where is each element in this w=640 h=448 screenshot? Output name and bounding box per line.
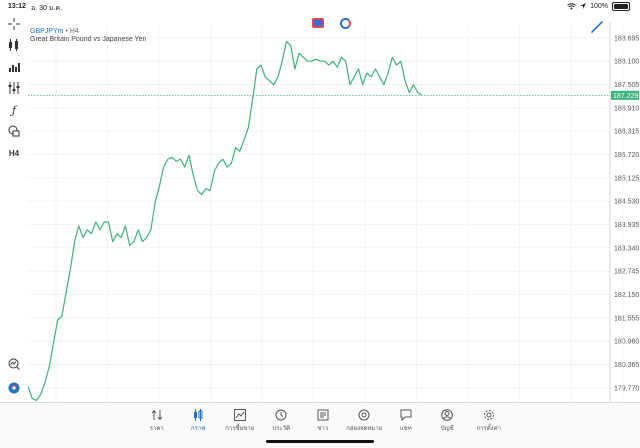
tab-history[interactable]: ประวัติ — [261, 407, 303, 433]
tab-label: กราฟ — [191, 426, 206, 432]
function-icon[interactable]: ƒ — [11, 103, 17, 117]
symbol-name: GBPJPYm — [30, 28, 64, 35]
price-tick-label: 184.530 — [614, 199, 639, 206]
trade-icon[interactable] — [6, 380, 22, 396]
indicators-icon[interactable] — [6, 37, 22, 53]
tab-chat[interactable]: แชท — [385, 407, 427, 433]
tab-news[interactable]: ข่าว — [302, 407, 344, 433]
news-icon — [315, 407, 331, 423]
mailbox-icon — [356, 407, 372, 423]
tab-chart-tab[interactable]: กราฟ — [178, 407, 220, 433]
price-tick-label: 185.720 — [614, 152, 639, 159]
home-indicator — [266, 440, 374, 443]
current-price-tag — [611, 90, 639, 100]
tab-trade-tab[interactable]: การซื้อขาย — [219, 407, 261, 433]
price-tick-label: 188.695 — [614, 35, 639, 42]
price-tick-label: 179.770 — [614, 385, 639, 392]
symbol-description: Great Britain Pound vs Japanese Yen — [30, 36, 147, 43]
chart-header: GBPJPYm • H4 Great Britain Pound vs Japa… — [30, 28, 146, 43]
tab-label: ข่าว — [317, 426, 329, 432]
location-icon — [580, 3, 587, 9]
status-date: อ. 30 ม.ค. — [31, 5, 63, 12]
tab-label: การซื้อขาย — [225, 426, 255, 432]
price-tick-label: 181.555 — [614, 315, 639, 322]
price-tick-label: 186.910 — [614, 105, 639, 112]
tab-list: ราคา กราฟ การซื้อขาย ประวัติ ข่าว กล่องจดหมาย… — [136, 407, 510, 433]
trade-tab-icon — [232, 407, 248, 423]
draw-pen-icon[interactable] — [590, 20, 604, 34]
tab-settings[interactable]: การตั้งค่า — [468, 407, 510, 433]
tab-quotes[interactable]: ราคา — [136, 407, 178, 433]
chat-icon — [398, 407, 414, 423]
price-tick-label: 186.315 — [614, 129, 639, 136]
chart-type-icon[interactable] — [6, 59, 22, 75]
status-right: 100% — [567, 2, 630, 11]
price-tick-label: 180.960 — [614, 339, 639, 346]
tab-mailbox[interactable]: กล่องจดหมาย — [344, 407, 386, 433]
tab-label: ราคา — [149, 426, 164, 432]
price-chart[interactable]: 188.695 188.100 187.505 186.910 186.315 185.7… — [0, 14, 640, 434]
zoom-icon[interactable] — [6, 356, 22, 372]
depth-of-market-button[interactable] — [340, 18, 351, 29]
chart-header-buttons — [312, 18, 351, 29]
status-bar: 13:12 อ. 30 ม.ค. 100% — [0, 0, 640, 14]
price-tick-label: 185.125 — [614, 175, 639, 182]
tab-label: บัญชี — [440, 426, 454, 432]
battery-percent: 100% — [590, 3, 608, 10]
one-click-trading-button[interactable] — [312, 18, 324, 28]
price-tick-label: 183.935 — [614, 222, 639, 229]
settings-sliders-icon[interactable] — [6, 80, 22, 96]
price-tick-label: 180.365 — [614, 362, 639, 369]
price-tick-label: 182.150 — [614, 292, 639, 299]
price-tick-label: 183.340 — [614, 245, 639, 252]
chart-tab-icon — [190, 407, 206, 423]
crosshair-icon[interactable] — [6, 16, 22, 32]
wifi-icon — [567, 3, 576, 10]
separator-dot: • — [65, 28, 68, 35]
tab-account[interactable]: บัญชี — [427, 407, 469, 433]
left-toolbar: ƒ H4 — [0, 14, 28, 404]
price-series-line — [27, 41, 423, 401]
battery-icon — [612, 2, 630, 11]
objects-icon[interactable] — [6, 123, 22, 139]
tab-label: ประวัติ — [272, 426, 291, 432]
price-tick-label: 187.505 — [614, 82, 639, 89]
quotes-icon — [149, 407, 165, 423]
timeframe-button[interactable]: H4 — [8, 148, 20, 158]
settings-icon — [481, 407, 497, 423]
status-time: 13:12 — [8, 3, 26, 10]
timeframe-label: H4 — [69, 28, 79, 35]
current-price-label: 187.229 — [613, 93, 638, 100]
tab-label: แชท — [399, 426, 412, 432]
chart-area[interactable]: 188.695 188.100 187.505 186.910 186.315 185.7… — [0, 14, 640, 434]
tab-label: การตั้งค่า — [476, 426, 501, 432]
tab-label: กล่องจดหมาย — [346, 426, 383, 432]
price-tick-label: 182.745 — [614, 269, 639, 276]
account-icon — [439, 407, 455, 423]
price-tick-label: 188.100 — [614, 59, 639, 66]
history-icon — [273, 407, 289, 423]
